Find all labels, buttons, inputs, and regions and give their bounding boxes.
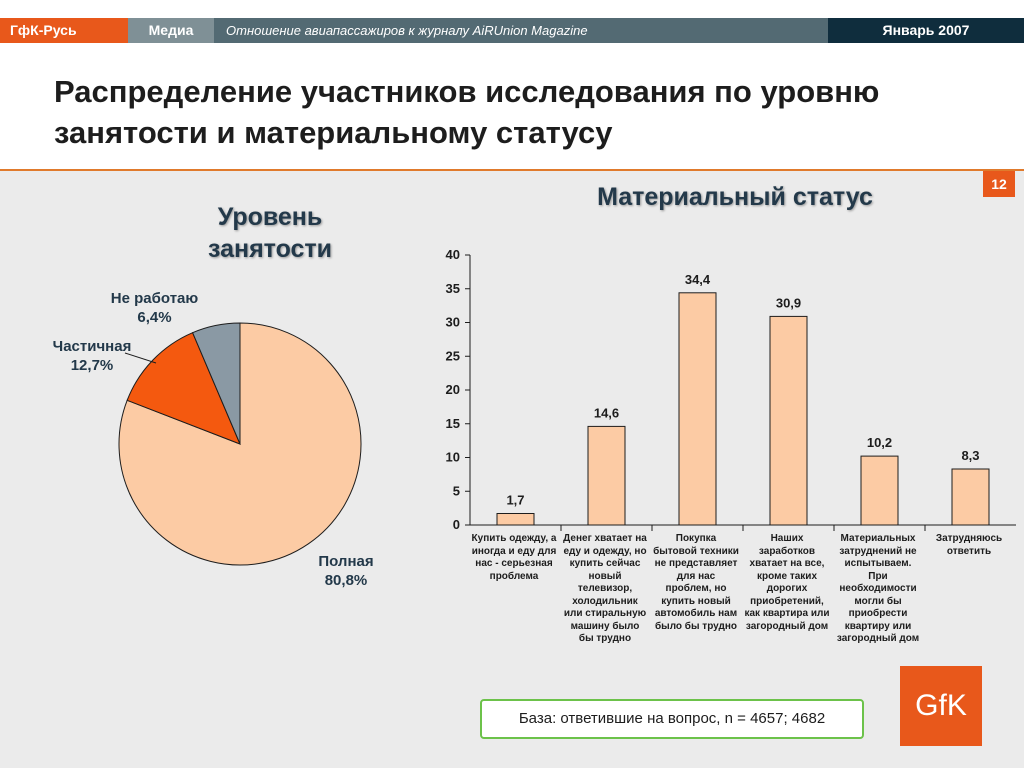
bar-category-label: Наших заработков хватает на все, кроме т…	[744, 533, 830, 632]
bar-value-label: 1,7	[506, 493, 524, 508]
bar-value-label: 10,2	[867, 435, 892, 450]
bar-value-label: 34,4	[685, 272, 711, 287]
y-tick-label: 15	[446, 416, 460, 431]
pie-label-full-value: 80,8%	[324, 572, 368, 589]
pie-slice-none	[191, 322, 241, 445]
bar-value-label: 14,6	[594, 405, 619, 420]
bar	[860, 455, 899, 526]
bar	[951, 468, 990, 526]
bar-value-label: 30,9	[776, 295, 801, 310]
y-tick-label: 10	[446, 450, 460, 465]
bar-chart: 0 5 10 15 20 25 30 35 40 1,7 14,6 34,4 30,9 10,2 8,3	[446, 247, 1016, 532]
bar-category-label: Денег хватает на еду и одежду, но купить…	[563, 533, 647, 644]
bar	[769, 315, 808, 526]
report-subtitle: Отношение авиапассажиров к журналу AiRUn…	[214, 18, 828, 43]
bar	[496, 513, 535, 526]
bar-category-label: Затрудняюсь ответить	[935, 533, 1003, 557]
pie-leader-line	[124, 352, 157, 364]
pie-label-partial-value: 12,7%	[70, 357, 114, 374]
bar	[587, 425, 626, 526]
bar	[678, 292, 717, 526]
section-tab: Медиа	[128, 18, 214, 43]
page-title: Распределение участников исследования по…	[54, 74, 880, 150]
bar-category-label: Покупка бытовой техники не представляет …	[653, 533, 739, 632]
bar-chart-title: Материальный статус	[597, 183, 873, 211]
pie-label-partial-name: Частичная	[52, 338, 132, 355]
y-tick-label: 40	[446, 247, 460, 262]
pie-label-none-value: 6,4%	[137, 309, 172, 326]
y-tick-label: 30	[446, 315, 460, 330]
y-tick-label: 35	[446, 281, 460, 296]
pie-label-none-name: Не работаю	[110, 290, 199, 307]
bar-category-label: Купить одежду, а иногда и еду для нас - …	[471, 533, 557, 582]
slide-content: 12 Уровень занятости Материальный статус…	[0, 171, 1024, 768]
title-area: Распределение участников исследования по…	[0, 43, 1024, 171]
pie-slice-partial	[126, 332, 241, 445]
base-note: База: ответившие на вопрос, n = 4657; 46…	[480, 699, 864, 739]
pie-label-none: Не работаю 6,4%	[92, 289, 217, 327]
pie-chart-title: Уровень занятости	[207, 203, 333, 263]
pie-label-full: Полная 80,8%	[306, 552, 386, 590]
top-bar: ГфК-Русь Медиа Отношение авиапассажиров …	[0, 0, 1024, 43]
pie-chart	[118, 322, 362, 566]
y-tick-label: 25	[446, 348, 460, 363]
gfk-logo: GfK	[900, 666, 982, 746]
brand-tab: ГфК-Русь	[0, 18, 128, 43]
report-date: Январь 2007	[828, 18, 1024, 43]
bar-value-label: 8,3	[961, 448, 979, 463]
page-number: 12	[983, 171, 1015, 197]
y-tick-label: 0	[453, 517, 460, 532]
y-tick-label: 5	[453, 483, 460, 498]
charts-canvas: 0 5 10 15 20 25 30 35 40 1,7 14,6 34,4 30,9 10,2 8,3	[118, 247, 1016, 566]
pie-label-full-name: Полная	[318, 553, 374, 570]
bar-category-label: Материальных затруднений не испытываем. …	[836, 533, 920, 644]
pie-label-partial: Частичная 12,7%	[40, 337, 144, 375]
y-tick-label: 20	[446, 382, 460, 397]
